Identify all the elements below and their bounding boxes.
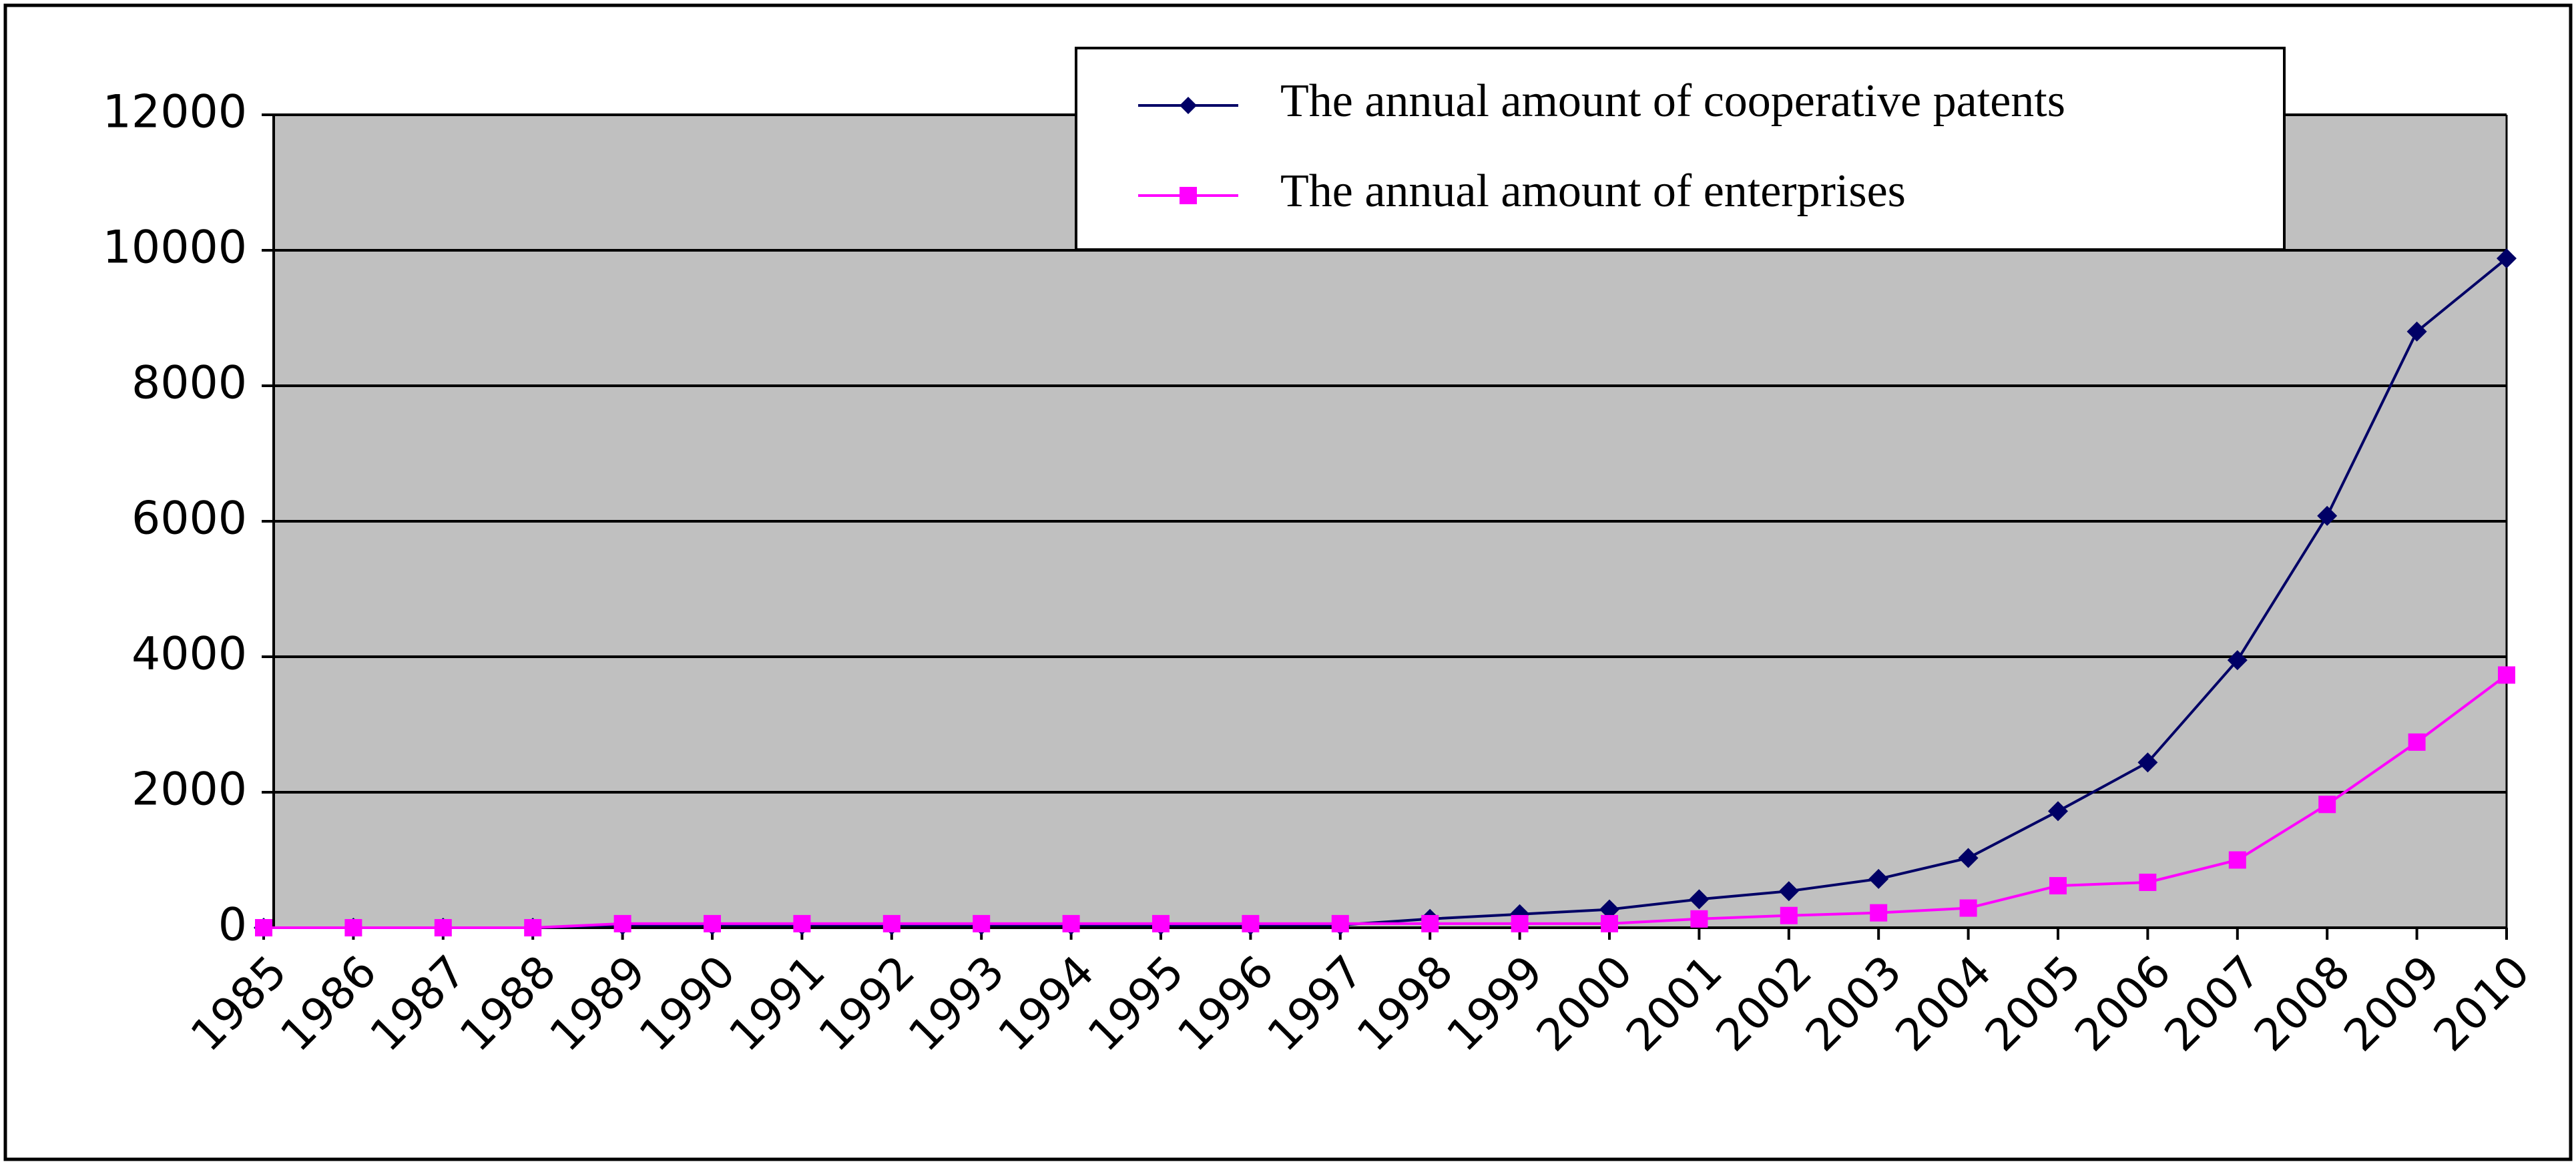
data-point-square [882, 914, 900, 932]
data-point-diamond [2497, 248, 2517, 269]
data-point-diamond [1868, 868, 1889, 889]
data-point-square [1152, 914, 1170, 932]
data-point-square [1690, 910, 1708, 928]
y-tick-labels: 0 2000 4000 6000 8000 10000 12000 [103, 86, 247, 952]
series-enterprises [255, 666, 2515, 936]
data-point-square [344, 919, 362, 936]
series-line [264, 257, 2508, 929]
data-point-square [2139, 873, 2157, 891]
series [254, 248, 2517, 938]
series-line [264, 673, 2508, 929]
data-point-diamond [2048, 801, 2068, 822]
data-point-diamond [2137, 752, 2158, 773]
data-point-square [2498, 666, 2515, 684]
data-point-square [434, 919, 452, 936]
data-point-square [613, 914, 631, 932]
axes [262, 115, 2508, 940]
legend-label-cooperative: The annual amount of cooperative patents [1280, 75, 2065, 127]
data-point-square [524, 919, 542, 936]
y-tick-label: 6000 [132, 493, 247, 545]
legend-marker-cooperative [1180, 97, 1197, 114]
legend-marker-enterprises [1180, 187, 1197, 204]
data-point-square [2228, 851, 2246, 869]
data-point-square [1780, 906, 1798, 924]
legend-label-enterprises: The annual amount of enterprises [1280, 166, 1906, 217]
data-point-diamond [1689, 889, 1710, 910]
data-point-square [2049, 877, 2067, 895]
legend-box [1075, 47, 2286, 251]
y-tick-label: 2000 [132, 764, 247, 816]
y-tick-label: 4000 [132, 628, 247, 681]
data-point-square [2318, 796, 2336, 814]
data-point-square [1870, 904, 1888, 922]
data-point-square [1331, 914, 1349, 932]
data-point-square [973, 914, 991, 932]
legend: The annual amount of cooperative patents… [1075, 47, 2286, 251]
data-point-square [793, 914, 811, 932]
data-point-diamond [2406, 321, 2427, 342]
data-point-square [1601, 914, 1618, 932]
data-point-diamond [1958, 848, 1979, 868]
y-tick-label: 0 [218, 899, 247, 952]
data-point-square [255, 919, 272, 936]
y-tick-label: 10000 [103, 222, 247, 274]
data-point-square [1242, 914, 1260, 932]
data-point-diamond [2227, 650, 2248, 671]
data-point-square [1511, 914, 1529, 932]
data-point-square [2408, 733, 2426, 751]
data-point-diamond [2317, 505, 2338, 526]
data-point-square [704, 914, 721, 932]
data-point-diamond [1599, 899, 1619, 920]
data-point-diamond [1778, 881, 1799, 902]
data-point-square [1959, 899, 1977, 917]
y-tick-label: 8000 [132, 357, 247, 410]
y-tick-label: 12000 [103, 86, 247, 139]
data-point-square [1421, 914, 1439, 932]
data-point-square [1062, 914, 1080, 932]
